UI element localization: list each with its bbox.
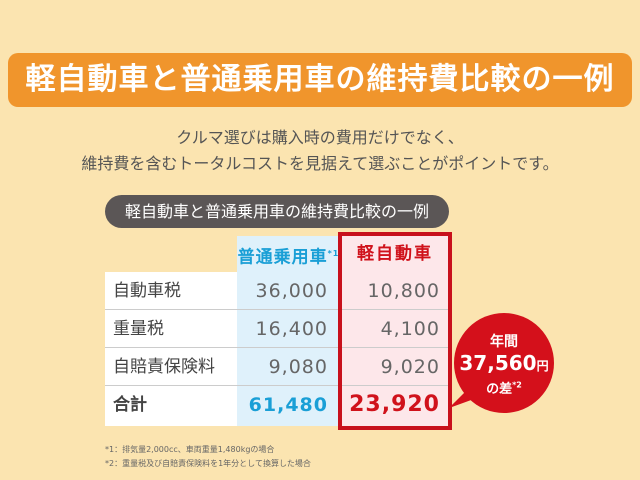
regular-value: 36,000 bbox=[237, 272, 340, 309]
bubble-suffix: の差*2 bbox=[454, 378, 554, 397]
bubble-amount: 37,560円 bbox=[454, 351, 554, 378]
row-label: 合計 bbox=[105, 386, 237, 426]
regular-value: 9,080 bbox=[237, 348, 340, 385]
lead-line-2: 維持費を含むトータルコストを見据えて選ぶことがポイントです。 bbox=[81, 154, 559, 173]
row-label: 重量税 bbox=[105, 310, 237, 347]
header-regular: 普通乗用車*1 bbox=[237, 236, 340, 272]
table-total-row: 合計 61,480 23,920 bbox=[105, 386, 450, 426]
kei-value: 4,100 bbox=[340, 310, 450, 347]
kei-highlight-border bbox=[338, 232, 452, 430]
bubble-unit: 円 bbox=[536, 359, 549, 373]
footnote-marker: *1 bbox=[327, 249, 340, 258]
title-banner: 軽自動車と普通乗用車の維持費比較の一例 bbox=[8, 53, 632, 107]
footnote-2: *2：重量税及び自賠責保険料を1年分として換算した場合 bbox=[105, 459, 311, 468]
kei-value: 10,800 bbox=[340, 272, 450, 309]
regular-value: 16,400 bbox=[237, 310, 340, 347]
lead-line-1: クルマ選びは購入時の費用だけでなく、 bbox=[176, 128, 464, 147]
regular-total: 61,480 bbox=[237, 386, 340, 426]
comparison-table: 普通乗用車*1 軽自動車 自動車税 36,000 10,800 重量税 16,4… bbox=[105, 236, 450, 426]
header-kei: 軽自動車 bbox=[340, 236, 450, 272]
kei-total: 23,920 bbox=[340, 386, 450, 426]
table-header-row: 普通乗用車*1 軽自動車 bbox=[105, 236, 450, 272]
kei-value: 9,020 bbox=[340, 348, 450, 385]
footnote-1: *1：排気量2,000cc、車両重量1,480kgの場合 bbox=[105, 445, 275, 454]
row-label: 自賠責保険料 bbox=[105, 348, 237, 385]
header-blank bbox=[105, 236, 237, 272]
bubble-label: 年間 bbox=[490, 334, 518, 350]
bubble-note: *2 bbox=[512, 380, 522, 390]
table-row: 重量税 16,400 4,100 bbox=[105, 310, 450, 348]
bubble-amount-value: 37,560 bbox=[459, 351, 537, 375]
difference-bubble: 年間 37,560円 の差*2 bbox=[454, 313, 554, 413]
table-caption: 軽自動車と普通乗用車の維持費比較の一例 bbox=[105, 195, 449, 228]
table-row: 自動車税 36,000 10,800 bbox=[105, 272, 450, 310]
bubble-suffix-text: の差 bbox=[486, 382, 513, 397]
row-label: 自動車税 bbox=[105, 272, 237, 309]
header-regular-label: 普通乗用車 bbox=[237, 247, 328, 268]
table-row: 自賠責保険料 9,080 9,020 bbox=[105, 348, 450, 386]
